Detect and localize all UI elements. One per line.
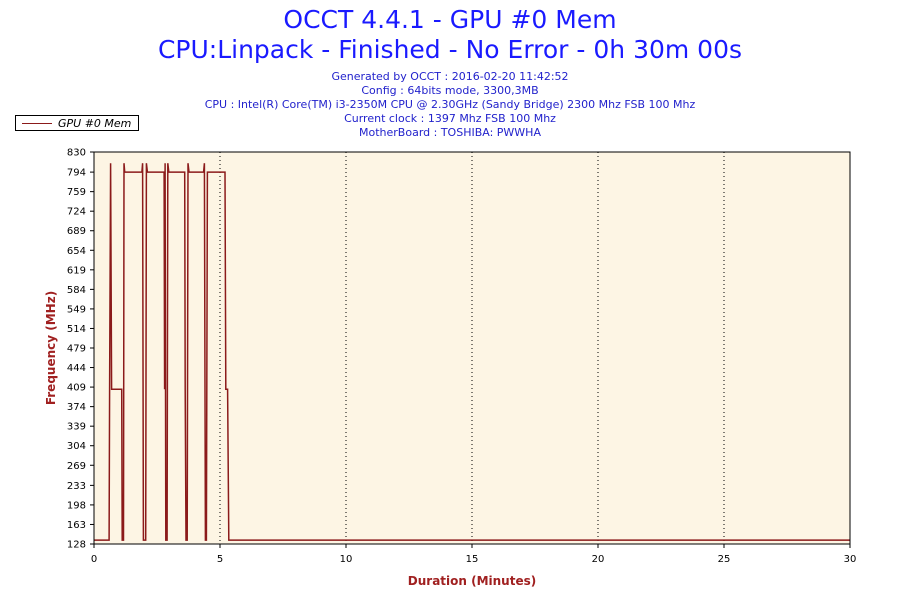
y-tick-label: 198 — [67, 500, 86, 511]
legend-label: GPU #0 Mem — [58, 117, 132, 130]
legend: GPU #0 Mem — [15, 115, 139, 131]
y-tick-label: 304 — [67, 441, 86, 452]
y-tick-label: 479 — [67, 344, 86, 355]
y-tick-label: 584 — [67, 285, 86, 296]
y-tick-label: 128 — [67, 540, 86, 551]
y-tick-label: 654 — [67, 246, 86, 257]
y-tick-label: 409 — [67, 383, 86, 394]
legend-swatch — [22, 123, 52, 124]
y-tick-label: 444 — [67, 363, 86, 374]
series-line-gpu0-mem — [94, 163, 850, 541]
y-tick-label: 339 — [67, 422, 86, 433]
y-tick-label: 724 — [67, 207, 86, 218]
x-tick-label: 0 — [91, 554, 97, 565]
chart-title: OCCT 4.4.1 - GPU #0 Mem — [283, 5, 617, 34]
y-tick-label: 759 — [67, 187, 86, 198]
y-tick-label: 830 — [67, 148, 86, 159]
y-tick-label: 514 — [67, 324, 86, 335]
y-tick-label: 374 — [67, 402, 86, 413]
y-tick-label: 233 — [67, 481, 86, 492]
motherboard-info: MotherBoard : TOSHIBA: PWWHA — [359, 126, 541, 139]
plot-frame — [93, 151, 851, 545]
x-tick-label: 25 — [718, 554, 731, 565]
y-tick-label: 689 — [67, 226, 86, 237]
x-tick-label: 15 — [466, 554, 479, 565]
clock-info: Current clock : 1397 Mhz FSB 100 Mhz — [344, 112, 556, 125]
config-info: Config : 64bits mode, 3300,3MB — [361, 84, 539, 97]
x-tick-label: 30 — [844, 554, 857, 565]
x-tick-label: 10 — [340, 554, 353, 565]
x-tick-label: 5 — [217, 554, 223, 565]
y-tick-label: 794 — [67, 168, 86, 179]
generated-info: Generated by OCCT : 2016-02-20 11:42:52 — [331, 70, 569, 83]
y-axis-label: Frequency (MHz) — [44, 291, 58, 405]
chart-subtitle: CPU:Linpack - Finished - No Error - 0h 3… — [157, 35, 743, 64]
y-tick-label: 269 — [67, 461, 86, 472]
x-axis-label: Duration (Minutes) — [408, 574, 536, 588]
y-tick-label: 619 — [67, 265, 86, 276]
y-tick-label: 549 — [67, 304, 86, 315]
x-tick-label: 20 — [592, 554, 605, 565]
cpu-info: CPU : Intel(R) Core(TM) i3-2350M CPU @ 2… — [204, 98, 696, 111]
y-tick-label: 163 — [67, 520, 86, 531]
